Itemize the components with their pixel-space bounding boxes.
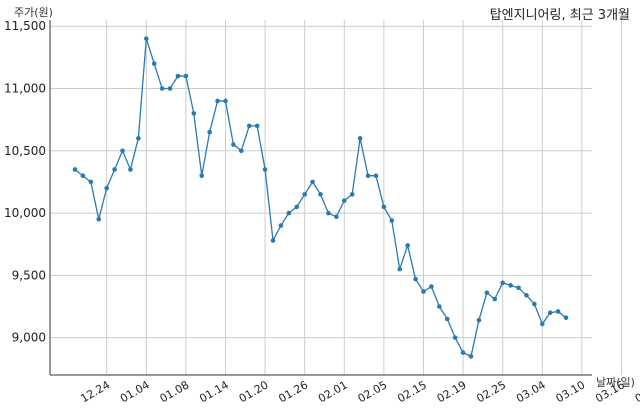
- data-point: [563, 315, 569, 321]
- data-point: [128, 167, 133, 172]
- data-point: [500, 280, 505, 286]
- data-point: [492, 296, 498, 302]
- data-point: [175, 73, 181, 79]
- data-point: [223, 98, 228, 104]
- data-point: [318, 192, 323, 197]
- data-point: [215, 98, 220, 104]
- data-point: [516, 285, 521, 291]
- data-point: [508, 283, 513, 288]
- data-point: [286, 210, 292, 216]
- data-point: [334, 214, 339, 220]
- y-tick-label: 11,500: [4, 19, 46, 33]
- data-point: [270, 238, 276, 243]
- series-line: [74, 38, 567, 358]
- y-tick-label: 11,000: [4, 82, 46, 96]
- x-axis-label: 날짜(일): [596, 375, 635, 389]
- data-point: [199, 173, 205, 179]
- data-point: [120, 148, 125, 154]
- data-point: [136, 136, 141, 141]
- y-tick-label: 9,500: [12, 268, 46, 282]
- data-point: [357, 136, 363, 141]
- data-point: [104, 185, 109, 191]
- data-point: [207, 129, 212, 135]
- x-tick-label: 03.04: [514, 378, 548, 405]
- data-point: [239, 148, 244, 154]
- grid-lines: [50, 20, 622, 375]
- data-point: [88, 179, 94, 185]
- x-tick-label: 01.26: [276, 378, 310, 405]
- data-point: [397, 266, 403, 272]
- data-point: [349, 192, 355, 197]
- x-tick-label: 02.05: [356, 378, 390, 405]
- x-tick-labels: 12.24 01.04 01.08 01.14 01.20 01.26 02.01 02.05…: [78, 378, 640, 405]
- data-point: [143, 36, 149, 41]
- data-point: [389, 218, 395, 223]
- data-point: [278, 223, 284, 228]
- data-point: [429, 284, 434, 289]
- data-point: [413, 276, 418, 282]
- y-tick-label: 9,000: [12, 331, 46, 345]
- axes: [49, 20, 592, 376]
- data-point: [476, 317, 482, 323]
- y-axis-label: 주가(원): [14, 6, 53, 19]
- data-point: [341, 198, 347, 203]
- y-tick-label: 10,000: [4, 206, 46, 220]
- data-point: [112, 167, 117, 172]
- data-point: [246, 123, 252, 129]
- x-tick-label: 02.15: [395, 378, 429, 405]
- data-point: [468, 354, 474, 359]
- data-point: [254, 123, 260, 129]
- x-tick-label: 03.22: [633, 378, 640, 405]
- data-point: [72, 167, 78, 172]
- chart-title: 탑엔지니어링, 최근 3개월: [489, 8, 630, 23]
- data-point: [421, 289, 426, 294]
- data-point: [405, 243, 410, 248]
- data-point: [524, 292, 529, 298]
- x-tick-label: 01.04: [118, 378, 152, 405]
- data-point: [437, 304, 442, 309]
- data-point: [532, 301, 537, 307]
- data-point: [310, 179, 315, 185]
- y-tick-labels: 9,000 9,500 10,000 10,500 11,000 11,500: [4, 19, 46, 344]
- data-point: [381, 204, 387, 210]
- data-point: [452, 335, 458, 340]
- data-point: [326, 210, 331, 216]
- x-tick-label: 01.20: [237, 378, 271, 405]
- x-tick-label: 02.01: [316, 378, 350, 405]
- data-point: [302, 192, 307, 197]
- data-point: [484, 290, 490, 296]
- x-tick-label: 12.24: [78, 378, 112, 405]
- data-point: [151, 61, 157, 66]
- data-point: [547, 310, 553, 316]
- x-tick-label: 01.14: [197, 378, 231, 405]
- data-point: [96, 216, 102, 222]
- data-point: [460, 350, 466, 355]
- data-point: [191, 111, 197, 116]
- data-point: [262, 167, 268, 172]
- x-tick-label: 02.19: [435, 378, 469, 405]
- data-point: [555, 309, 561, 314]
- data-point: [365, 173, 371, 179]
- data-point: [183, 73, 189, 79]
- data-point: [80, 173, 86, 179]
- series-points: [72, 36, 569, 359]
- y-tick-label: 10,500: [4, 144, 46, 158]
- data-point: [167, 86, 173, 91]
- data-point: [373, 173, 379, 179]
- data-point: [444, 316, 450, 322]
- x-tick-label: 03.10: [554, 378, 588, 405]
- data-point: [159, 86, 165, 91]
- data-point: [294, 204, 300, 210]
- data-point: [231, 142, 236, 147]
- x-tick-label: 02.25: [474, 378, 508, 405]
- data-point: [539, 321, 545, 327]
- x-tick-label: 01.08: [158, 378, 192, 405]
